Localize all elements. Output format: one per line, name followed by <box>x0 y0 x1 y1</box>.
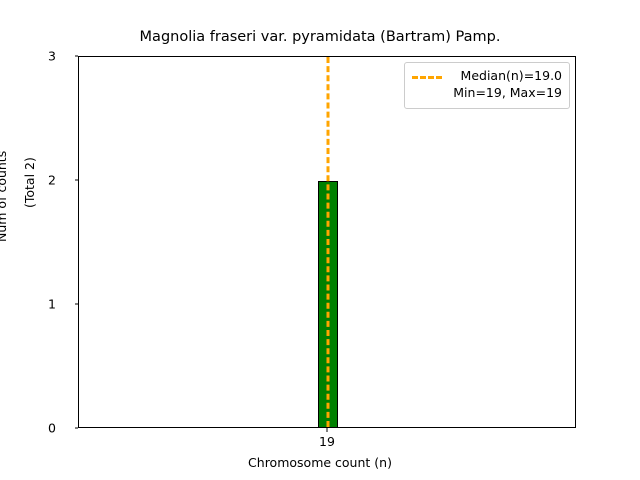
chart-legend: Median(n)=19.0 Min=19, Max=19 <box>404 62 570 109</box>
x-axis-label: Chromosome count (n) <box>248 455 392 470</box>
y-tick-mark-3 <box>74 55 78 57</box>
y-tick-label-3: 3 <box>48 48 56 64</box>
dashed-line-icon <box>412 70 442 84</box>
legend-label-median: Median(n)=19.0 <box>460 68 562 83</box>
chart-title: Magnolia fraseri var. pyramidata (Bartra… <box>139 29 501 45</box>
y-tick-label-2: 2 <box>48 172 56 188</box>
y-tick-label-1: 1 <box>48 296 56 312</box>
y-axis-label-line1: Num of counts <box>0 150 9 242</box>
x-tick-mark-19 <box>326 428 328 432</box>
y-tick-mark-0 <box>74 427 78 429</box>
median-line <box>326 57 330 427</box>
x-tick-label-19: 19 <box>319 434 335 449</box>
plot-area <box>78 56 576 428</box>
y-tick-label-0: 0 <box>48 420 56 436</box>
legend-entry-median: Median(n)=19.0 Min=19, Max=19 <box>412 68 562 102</box>
y-tick-mark-2 <box>74 179 78 181</box>
y-tick-mark-1 <box>74 303 78 305</box>
legend-label-range: Min=19, Max=19 <box>453 84 562 100</box>
